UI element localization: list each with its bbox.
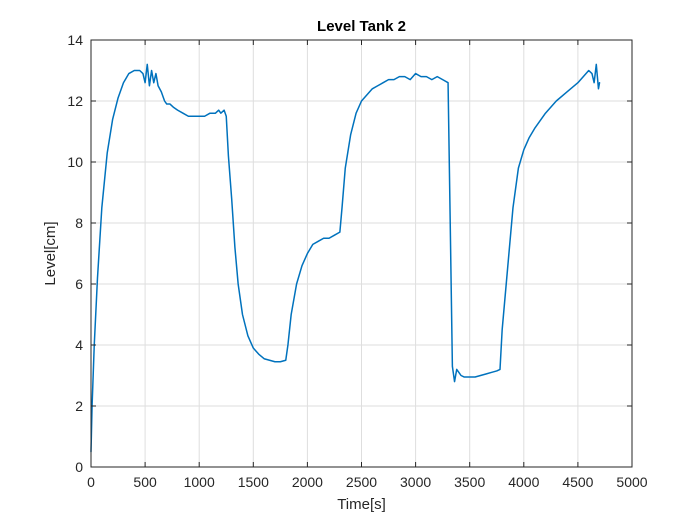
y-tick-label: 6 <box>75 276 83 292</box>
y-tick-label: 0 <box>75 459 83 475</box>
x-tick-label: 3000 <box>400 474 431 490</box>
series-line <box>90 63 601 453</box>
x-tick-label: 1500 <box>238 474 269 490</box>
x-axis-label: Time[s] <box>337 496 386 513</box>
y-tick-label: 4 <box>75 337 83 353</box>
y-axis-label: Level[cm] <box>42 221 59 285</box>
y-tick-label: 10 <box>67 154 83 170</box>
series-layer <box>90 63 601 453</box>
y-tick-label: 2 <box>75 398 83 414</box>
y-tick-label: 14 <box>67 32 83 48</box>
x-tick-label: 4000 <box>508 474 539 490</box>
chart-title: Level Tank 2 <box>317 18 406 35</box>
x-tick-label: 500 <box>133 474 157 490</box>
y-tick-label: 8 <box>75 215 83 231</box>
y-tick-label: 12 <box>67 93 83 109</box>
x-axis-ticks: 0 500 1000 1500 2000 2500 3000 3500 4000 4500 5000 <box>87 40 648 490</box>
x-tick-label: 1000 <box>184 474 215 490</box>
x-tick-label: 5000 <box>616 474 647 490</box>
x-tick-label: 4500 <box>562 474 593 490</box>
y-axis-ticks: 0 2 4 6 8 10 12 14 <box>67 32 632 475</box>
plot-area: 0 500 1000 1500 2000 2500 3000 3500 4000 4500 5000… <box>67 32 647 490</box>
x-tick-label: 2000 <box>292 474 323 490</box>
x-tick-label: 2500 <box>346 474 377 490</box>
x-tick-label: 0 <box>87 474 95 490</box>
x-tick-label: 3500 <box>454 474 485 490</box>
